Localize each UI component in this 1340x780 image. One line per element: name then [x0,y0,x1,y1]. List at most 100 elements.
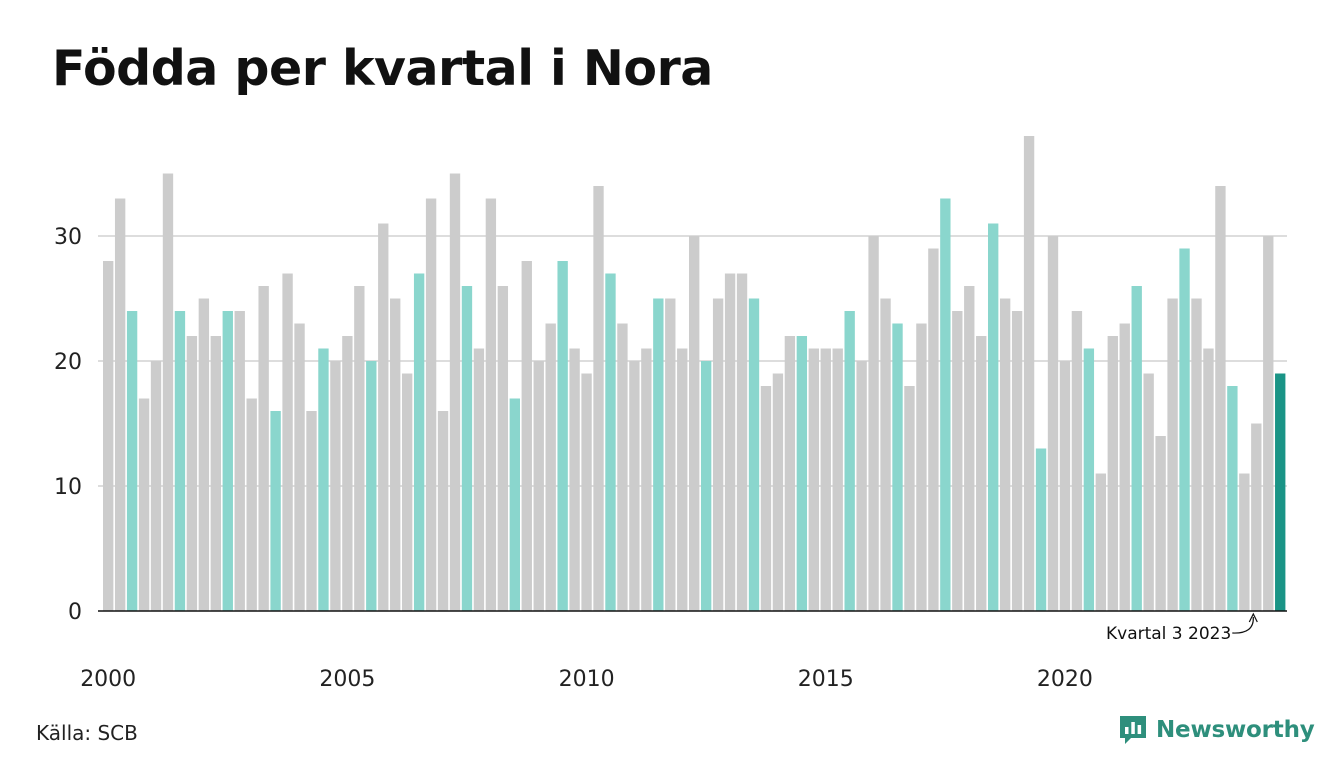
bar [605,273,616,611]
bar [569,348,580,611]
x-tick-label: 2010 [559,667,615,692]
bar [808,348,819,611]
bar [186,336,198,611]
bar [892,323,903,611]
bar [880,298,891,611]
bar [1095,473,1107,611]
bar [856,361,867,611]
bar [593,186,604,611]
annotation-arrowhead [1248,612,1258,623]
bar [449,173,461,611]
bar [581,373,592,611]
bar [1239,473,1250,611]
bar [1047,236,1059,611]
bar [390,298,401,611]
bar [700,361,712,611]
bar [952,311,963,611]
bar [198,298,210,611]
x-tick-label: 2000 [80,667,136,692]
bar [103,261,114,611]
bar [844,311,855,611]
bar [653,298,664,611]
bar [473,348,485,611]
bar [138,398,150,611]
bar [222,311,233,611]
y-tick-label: 0 [68,600,82,625]
bar [724,273,736,611]
bar [1203,348,1214,611]
bar [1191,298,1202,611]
bar [270,411,281,611]
bar [126,311,138,611]
bar [437,411,449,611]
source-label: Källa: SCB [36,721,138,745]
bar [988,223,999,611]
bar [258,286,269,611]
bar [999,298,1011,611]
x-tick-label: 2020 [1037,667,1093,692]
bar [760,386,772,611]
bar [174,311,186,611]
bar [150,361,162,611]
newsworthy-icon [1120,716,1146,744]
bar [1059,361,1071,611]
bar [162,173,174,611]
bar [1119,323,1130,611]
x-tick-label: 2005 [319,667,375,692]
bar [940,198,951,611]
bar [1167,298,1178,611]
brand-name: Newsworthy [1156,717,1315,743]
bar [1227,386,1238,611]
bar [497,286,509,611]
bar [378,223,389,611]
bar [904,386,915,611]
bar [1131,286,1142,611]
bar [1263,236,1274,611]
axes: 2000 2005 2010 2015 2020 [80,610,1287,692]
bar [485,198,497,611]
bar [964,286,975,611]
bar [521,261,532,611]
bar [1107,336,1118,611]
newsworthy-logo[interactable]: Newsworthy [1118,714,1315,746]
bar [306,411,317,611]
bar [976,336,987,611]
bar [461,286,473,611]
bar [1143,373,1154,611]
bar [282,273,293,611]
bar [1179,248,1190,611]
bar [820,348,831,611]
bar [509,398,520,611]
annotation: Kvartal 3 2023 [1106,612,1258,644]
bar [342,336,353,611]
y-tick-label: 30 [54,225,82,250]
bar [234,311,245,611]
bars [103,136,1286,611]
bar [294,323,305,611]
bar [1155,436,1166,611]
annotation-arrow [1232,616,1254,634]
bar [557,261,568,611]
bar [772,373,784,611]
bar [1035,448,1047,611]
bar [796,336,808,611]
bar [1023,136,1035,611]
bar [916,323,927,611]
bar [677,348,688,611]
bar [1071,311,1083,611]
bar [712,298,724,611]
bar [629,361,640,611]
bar [425,198,437,611]
bar [1083,348,1095,611]
bar [318,348,329,611]
bar [114,198,126,611]
bar [1275,373,1286,611]
bar [413,273,425,611]
bar [246,398,257,611]
y-tick-label: 10 [54,475,82,500]
bar [401,373,413,611]
bar [868,236,879,611]
y-tick-label: 20 [54,350,82,375]
bar [533,361,544,611]
